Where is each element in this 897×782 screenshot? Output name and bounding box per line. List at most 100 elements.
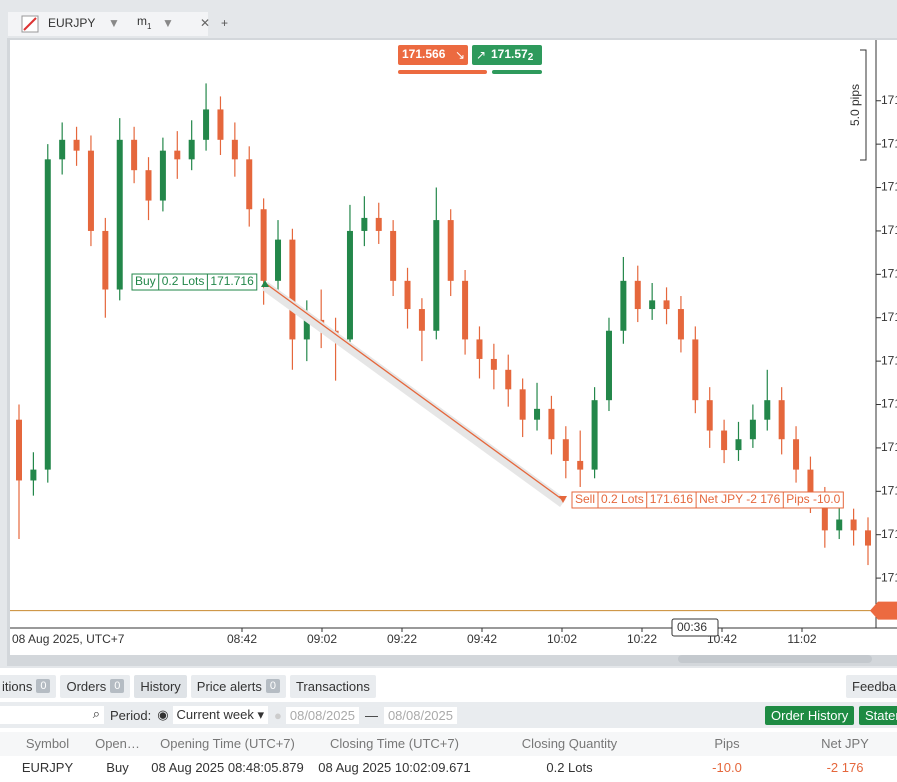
candle-body	[649, 300, 656, 310]
table-cell: EURJPY	[21, 760, 74, 775]
buy-label-text: Buy	[135, 274, 156, 288]
x-tick-label: 09:42	[467, 632, 497, 646]
x-tick-label: 11:02	[787, 632, 816, 646]
sell-label: Sell 0.2 Lots 171.616 Net JPY -2 176 Pips -1…	[571, 491, 844, 509]
trade-line	[264, 282, 564, 501]
table-cell: Open…	[95, 736, 140, 751]
tab[interactable]	[8, 12, 208, 36]
filter-row: ⌕ Period: ◉ Current week ▾ ● 08/08/2025 …	[0, 702, 897, 728]
table-row: EURJPY Buy 08 Aug 2025 08:48:05.879 08 Aug …	[0, 757, 897, 779]
candle-body	[577, 460, 584, 470]
candle-body	[534, 408, 541, 420]
date-to[interactable]: 08/08/2025	[383, 706, 458, 724]
ask-badge[interactable]	[472, 45, 542, 65]
candle-body	[721, 430, 728, 451]
y-tick-label: 171	[881, 570, 897, 584]
add-tab[interactable]: +	[221, 16, 228, 30]
candle-body	[275, 239, 282, 281]
candle-body	[231, 139, 238, 160]
table-cell: Buy	[106, 760, 129, 775]
sell-label-text: Sell	[575, 492, 595, 506]
candle-body	[447, 220, 454, 281]
y-tick-label: 171	[881, 353, 897, 367]
feedback[interactable]: Feedba	[846, 674, 897, 698]
bid-badge[interactable]	[398, 45, 468, 65]
tab-timeframe[interactable]: m1	[137, 14, 152, 31]
current-price-tag	[870, 601, 897, 620]
candle-body	[116, 139, 123, 290]
sell-label-text: 171.616	[650, 492, 694, 506]
tab-symbol[interactable]: EURJPY	[48, 16, 95, 30]
candle-body	[548, 408, 555, 440]
bottom-panel: itions 0 Orders 0 History Price alerts 0 Tr…	[0, 668, 897, 782]
candle-body	[418, 309, 425, 331]
buy-label-text: 171.716	[210, 274, 254, 288]
candle-body	[620, 280, 627, 331]
radio[interactable]: ◉	[157, 707, 169, 722]
tab-close[interactable]: ✕	[200, 16, 210, 30]
tab[interactable]: Orders 0	[60, 674, 131, 698]
y-tick-label: 171	[881, 223, 897, 237]
table-header: Symbol Open… Opening Time (UTC+7) Closing T…	[0, 732, 897, 756]
candle-body	[519, 389, 526, 420]
candle-body	[692, 339, 699, 401]
candle-body	[102, 230, 109, 290]
x-tick-label: 10:22	[627, 632, 657, 646]
tab[interactable]: itions 0	[0, 674, 57, 698]
buy-label-box	[131, 273, 258, 291]
candle-body	[246, 159, 253, 210]
candle-body	[562, 439, 569, 461]
table-cell: Symbol	[25, 736, 70, 751]
tab[interactable]: History	[134, 674, 187, 698]
candle-body	[663, 300, 670, 310]
candle-body	[433, 220, 440, 331]
bid-price[interactable]: 171.566	[402, 47, 446, 61]
scrollbar[interactable]	[678, 655, 872, 663]
date-from[interactable]: 08/08/2025	[285, 706, 359, 724]
candle-body	[16, 419, 22, 481]
sell-label-box	[571, 491, 844, 509]
candle-body	[865, 530, 871, 546]
table-cell: -2 176	[826, 760, 864, 775]
table-cell: 08 Aug 2025 10:02:09.671	[318, 760, 471, 775]
tab[interactable]: Price alerts 0	[190, 674, 286, 698]
radio[interactable]: ●	[274, 707, 282, 723]
candle-body	[735, 439, 742, 451]
order-history-btn[interactable]: Order History	[765, 705, 855, 725]
candle-body	[174, 150, 181, 160]
candle-body	[634, 280, 641, 310]
tab[interactable]: Transactions	[289, 674, 376, 698]
buy-label: Buy 0.2 Lots 171.716	[131, 273, 258, 291]
scale-label: 5.0 pips	[848, 84, 862, 126]
buy-label-text: 0.2 Lots	[162, 274, 205, 288]
candle-body	[289, 239, 296, 340]
candle-body	[778, 400, 785, 440]
tf-arrow[interactable]: ▼	[162, 16, 174, 30]
table-cell: -10.0	[712, 760, 742, 775]
candle-body	[836, 519, 843, 531]
search[interactable]: ⌕	[0, 706, 104, 724]
candle-body	[793, 439, 800, 470]
symbol-icon-line	[23, 17, 37, 31]
bid-arrow: ↘	[455, 48, 465, 62]
candle-body	[145, 170, 152, 201]
candle-body	[490, 358, 497, 370]
candle-body	[203, 109, 210, 140]
tab-label: Orders	[66, 678, 107, 694]
candle-body	[404, 280, 411, 310]
y-tick-label: 171	[881, 180, 897, 194]
candle-body	[260, 209, 267, 281]
tab-count: 0	[36, 679, 51, 693]
table-cell: 0.2 Lots	[546, 760, 593, 775]
sell-label-text: Pips -10.0	[786, 492, 840, 506]
tab-arrow[interactable]: ▼	[108, 16, 120, 30]
candle-body	[706, 400, 713, 431]
tab-label: Price alerts	[196, 678, 262, 694]
x-tick-label: 09:22	[387, 632, 417, 646]
date-label: 08 Aug 2025, UTC+7	[12, 632, 125, 646]
candle-body	[44, 159, 51, 470]
ask-price[interactable]: 171.572	[491, 47, 534, 62]
statement-btn[interactable]: Statem	[859, 705, 897, 725]
period-select[interactable]: Current week ▾	[172, 706, 268, 724]
candle-body	[159, 150, 166, 201]
